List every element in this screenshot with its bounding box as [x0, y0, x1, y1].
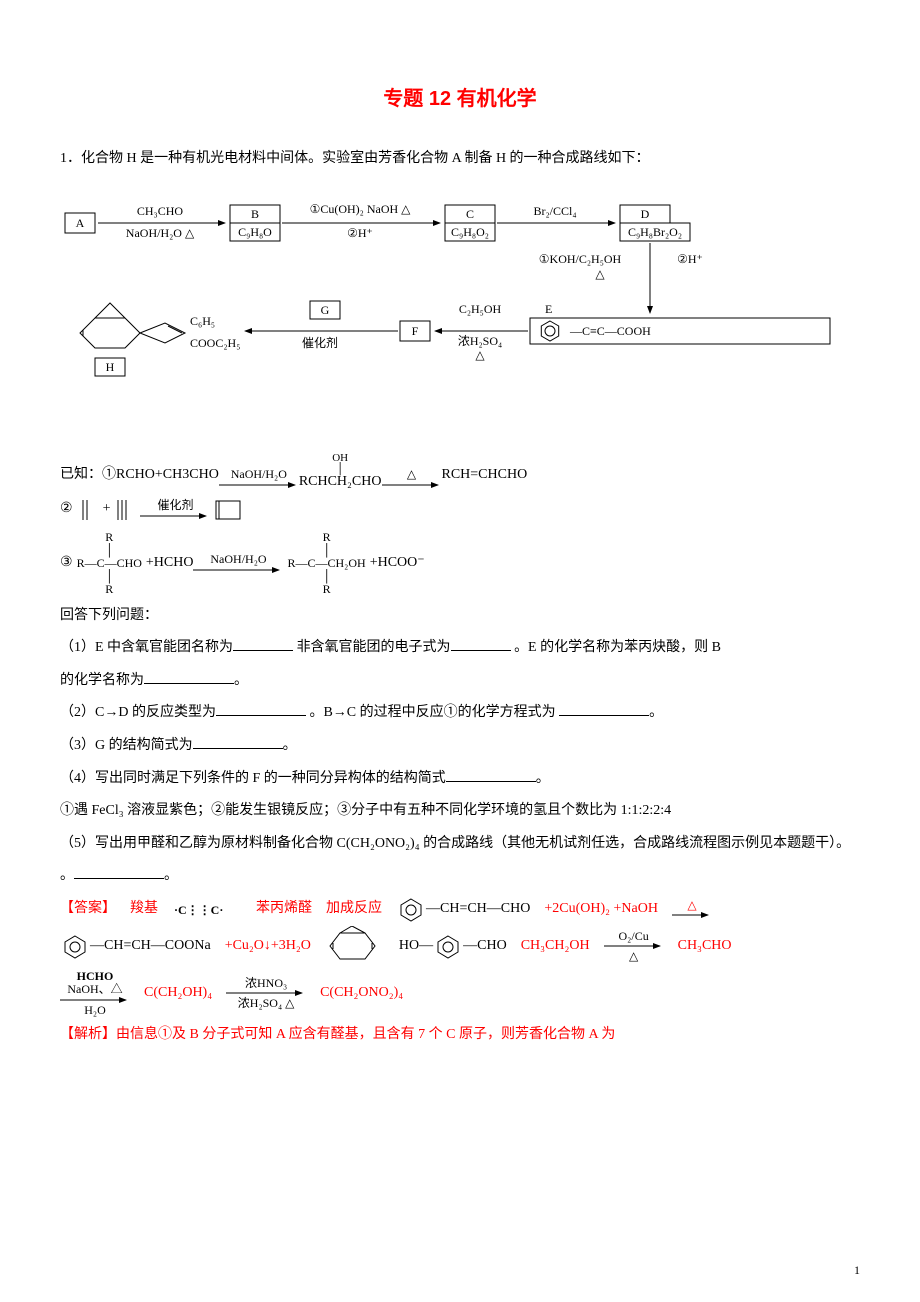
svg-text:浓H₂SO₄: 浓H₂SO₄ — [458, 334, 502, 348]
q1-4: （4）写出同时满足下列条件的 F 的一种同分异构体的结构简式。 — [60, 766, 860, 793]
svg-text:E: E — [545, 302, 552, 316]
q1-1d: 的化学名称为。 — [60, 668, 860, 695]
svg-text:COOC₂H₅: COOC₂H₅ — [190, 336, 240, 350]
svg-text:NaOH/H₂O △: NaOH/H₂O △ — [126, 226, 195, 240]
answer-row-3: HCHO NaOH、△ H₂O C(CH₂OH)₄ 浓HNO₃ 浓H₂SO₄ △… — [60, 970, 860, 1016]
ans-F-isomer: HO— —CHO — [399, 933, 507, 960]
svg-text:②H⁺: ②H⁺ — [677, 252, 703, 266]
ans-route-b: CH₃CHO — [678, 933, 732, 960]
route-svg: A CH₃CHO NaOH/H₂O △ B C₉H₈O ①Cu(OH)₂ NaO… — [60, 183, 850, 443]
svg-text:②H⁺: ②H⁺ — [347, 226, 373, 240]
node-A: A — [76, 216, 85, 230]
ans-4: 加成反应 — [326, 896, 382, 923]
known1-arrow2: △ — [382, 468, 442, 489]
svg-text:C: C — [466, 207, 474, 221]
svg-text:C₉H₈Br₂O₂: C₉H₈Br₂O₂ — [628, 225, 682, 239]
page-title: 专题 12 有机化学 — [60, 80, 860, 118]
q1-5: （5）写出用甲醛和乙醇为原材料制备化合物 C(CH₂ONO₂)₄ 的合成路线（其… — [60, 831, 860, 858]
route-arrow-1: O₂/Cu △ — [604, 930, 664, 963]
analysis: 【解析】由信息①及 B 分子式可知 A 应含有醛基，且含有 7 个 C 原子，则… — [60, 1022, 860, 1049]
answer-row-2: —CH=CH—COONa +Cu₂O↓+3H₂O HO— —CHO CH₃CH₂… — [60, 926, 860, 966]
svg-text:Br₂/CCl₄: Br₂/CCl₄ — [533, 204, 576, 218]
q1-5b: 。。 — [60, 863, 860, 890]
benzene-icon — [60, 933, 90, 959]
svg-text:①KOH/C₂H₅OH: ①KOH/C₂H₅OH — [539, 252, 622, 266]
page-number: 1 — [854, 1259, 860, 1282]
alkene-icon — [73, 495, 103, 525]
svg-text:B: B — [251, 207, 259, 221]
svg-text:①Cu(OH)₂ NaOH △: ①Cu(OH)₂ NaOH △ — [310, 202, 412, 216]
ans-route-a: CH₃CH₂OH — [521, 933, 590, 960]
structure-H: C₆H₅ COOC₂H₅ H — [80, 303, 240, 376]
known2-num: ② — [60, 496, 73, 523]
svg-text:△: △ — [595, 267, 605, 281]
svg-text:C₆H₅: C₆H₅ — [190, 314, 215, 328]
known-3: ③ R│ R—C—CHO │R +HCHO NaOH/H₂O R│ R—C—CH… — [60, 531, 860, 597]
cyclohexene-icon — [210, 495, 250, 525]
route-arrow-2: HCHO NaOH、△ H₂O — [60, 970, 130, 1016]
svg-text:催化剂: 催化剂 — [302, 335, 338, 350]
q1-3: （3）G 的结构简式为。 — [60, 733, 860, 760]
ans-eq-lhs: —CH=CH—CHO — [396, 896, 530, 923]
q1-4c: ①遇 FeCl₃ 溶液显紫色；②能发生银镜反应；③分子中有五种不同化学环境的氢且… — [60, 798, 860, 825]
answer-label: 【答案】 — [60, 896, 116, 923]
benzene-icon — [433, 933, 463, 959]
known-2: ② + 催化剂 — [60, 495, 860, 525]
svg-text:C₉H₈O₂: C₉H₈O₂ — [451, 225, 489, 239]
answer-prompt: 回答下列问题： — [60, 603, 860, 630]
known1-arrow1: NaOH/H₂O — [219, 468, 299, 489]
known-1: 已知：①RCHO+CH3CHO NaOH/H₂O OH │ RCHCH₂CHO … — [60, 453, 860, 489]
svg-text:D: D — [641, 207, 650, 221]
ans-G — [325, 926, 385, 966]
svg-text:F: F — [412, 324, 419, 338]
svg-text:G: G — [321, 303, 330, 317]
ans-route-d: C(CH₂ONO₂)₄ — [320, 980, 403, 1007]
svg-text:CH₃CHO: CH₃CHO — [137, 204, 184, 218]
svg-text:·C⋮⋮C·: ·C⋮⋮C· — [174, 903, 223, 917]
known-head: 已知：①RCHO+CH3CHO — [60, 462, 219, 489]
svg-text:—C≡C—COOH: —C≡C—COOH — [569, 324, 651, 338]
benzene-icon — [396, 896, 426, 922]
ans-3: 苯丙烯醛 — [256, 896, 312, 923]
q1-1: （1）E 中含氧官能团名称为 非含氧官能团的电子式为 。E 的化学名称为苯丙炔酸… — [60, 635, 860, 662]
ans-route-c: C(CH₂OH)₄ — [144, 980, 212, 1007]
answer-row-1: 【答案】 羧基 ·C⋮⋮C· 苯丙烯醛 加成反应 —CH=CH—CHO +2Cu… — [60, 896, 860, 923]
route-arrow-3: 浓HNO₃ 浓H₂SO₄ △ — [226, 977, 306, 1010]
svg-text:C₉H₈O: C₉H₈O — [238, 225, 272, 239]
norbornadiene-icon — [325, 926, 385, 966]
question-intro: 1．化合物 H 是一种有机光电材料中间体。实验室由芳香化合物 A 制备 H 的一… — [60, 146, 860, 173]
alkyne-icon — [110, 495, 140, 525]
ans-eq-rhs: —CH=CH—COONa — [60, 933, 211, 960]
ans-2: ·C⋮⋮C· — [172, 898, 242, 920]
synthesis-route-diagram: A CH₃CHO NaOH/H₂O △ B C₉H₈O ①Cu(OH)₂ NaO… — [60, 183, 860, 443]
ans-1: 羧基 — [130, 896, 158, 923]
electron-dot-icon: ·C⋮⋮C· — [172, 898, 242, 920]
svg-text:△: △ — [475, 348, 485, 362]
svg-text:C₂H₅OH: C₂H₅OH — [459, 302, 502, 316]
svg-text:H: H — [106, 360, 115, 374]
q1-2: （2）C→D 的反应类型为 。B→C 的过程中反应①的化学方程式为 。 — [60, 700, 860, 727]
